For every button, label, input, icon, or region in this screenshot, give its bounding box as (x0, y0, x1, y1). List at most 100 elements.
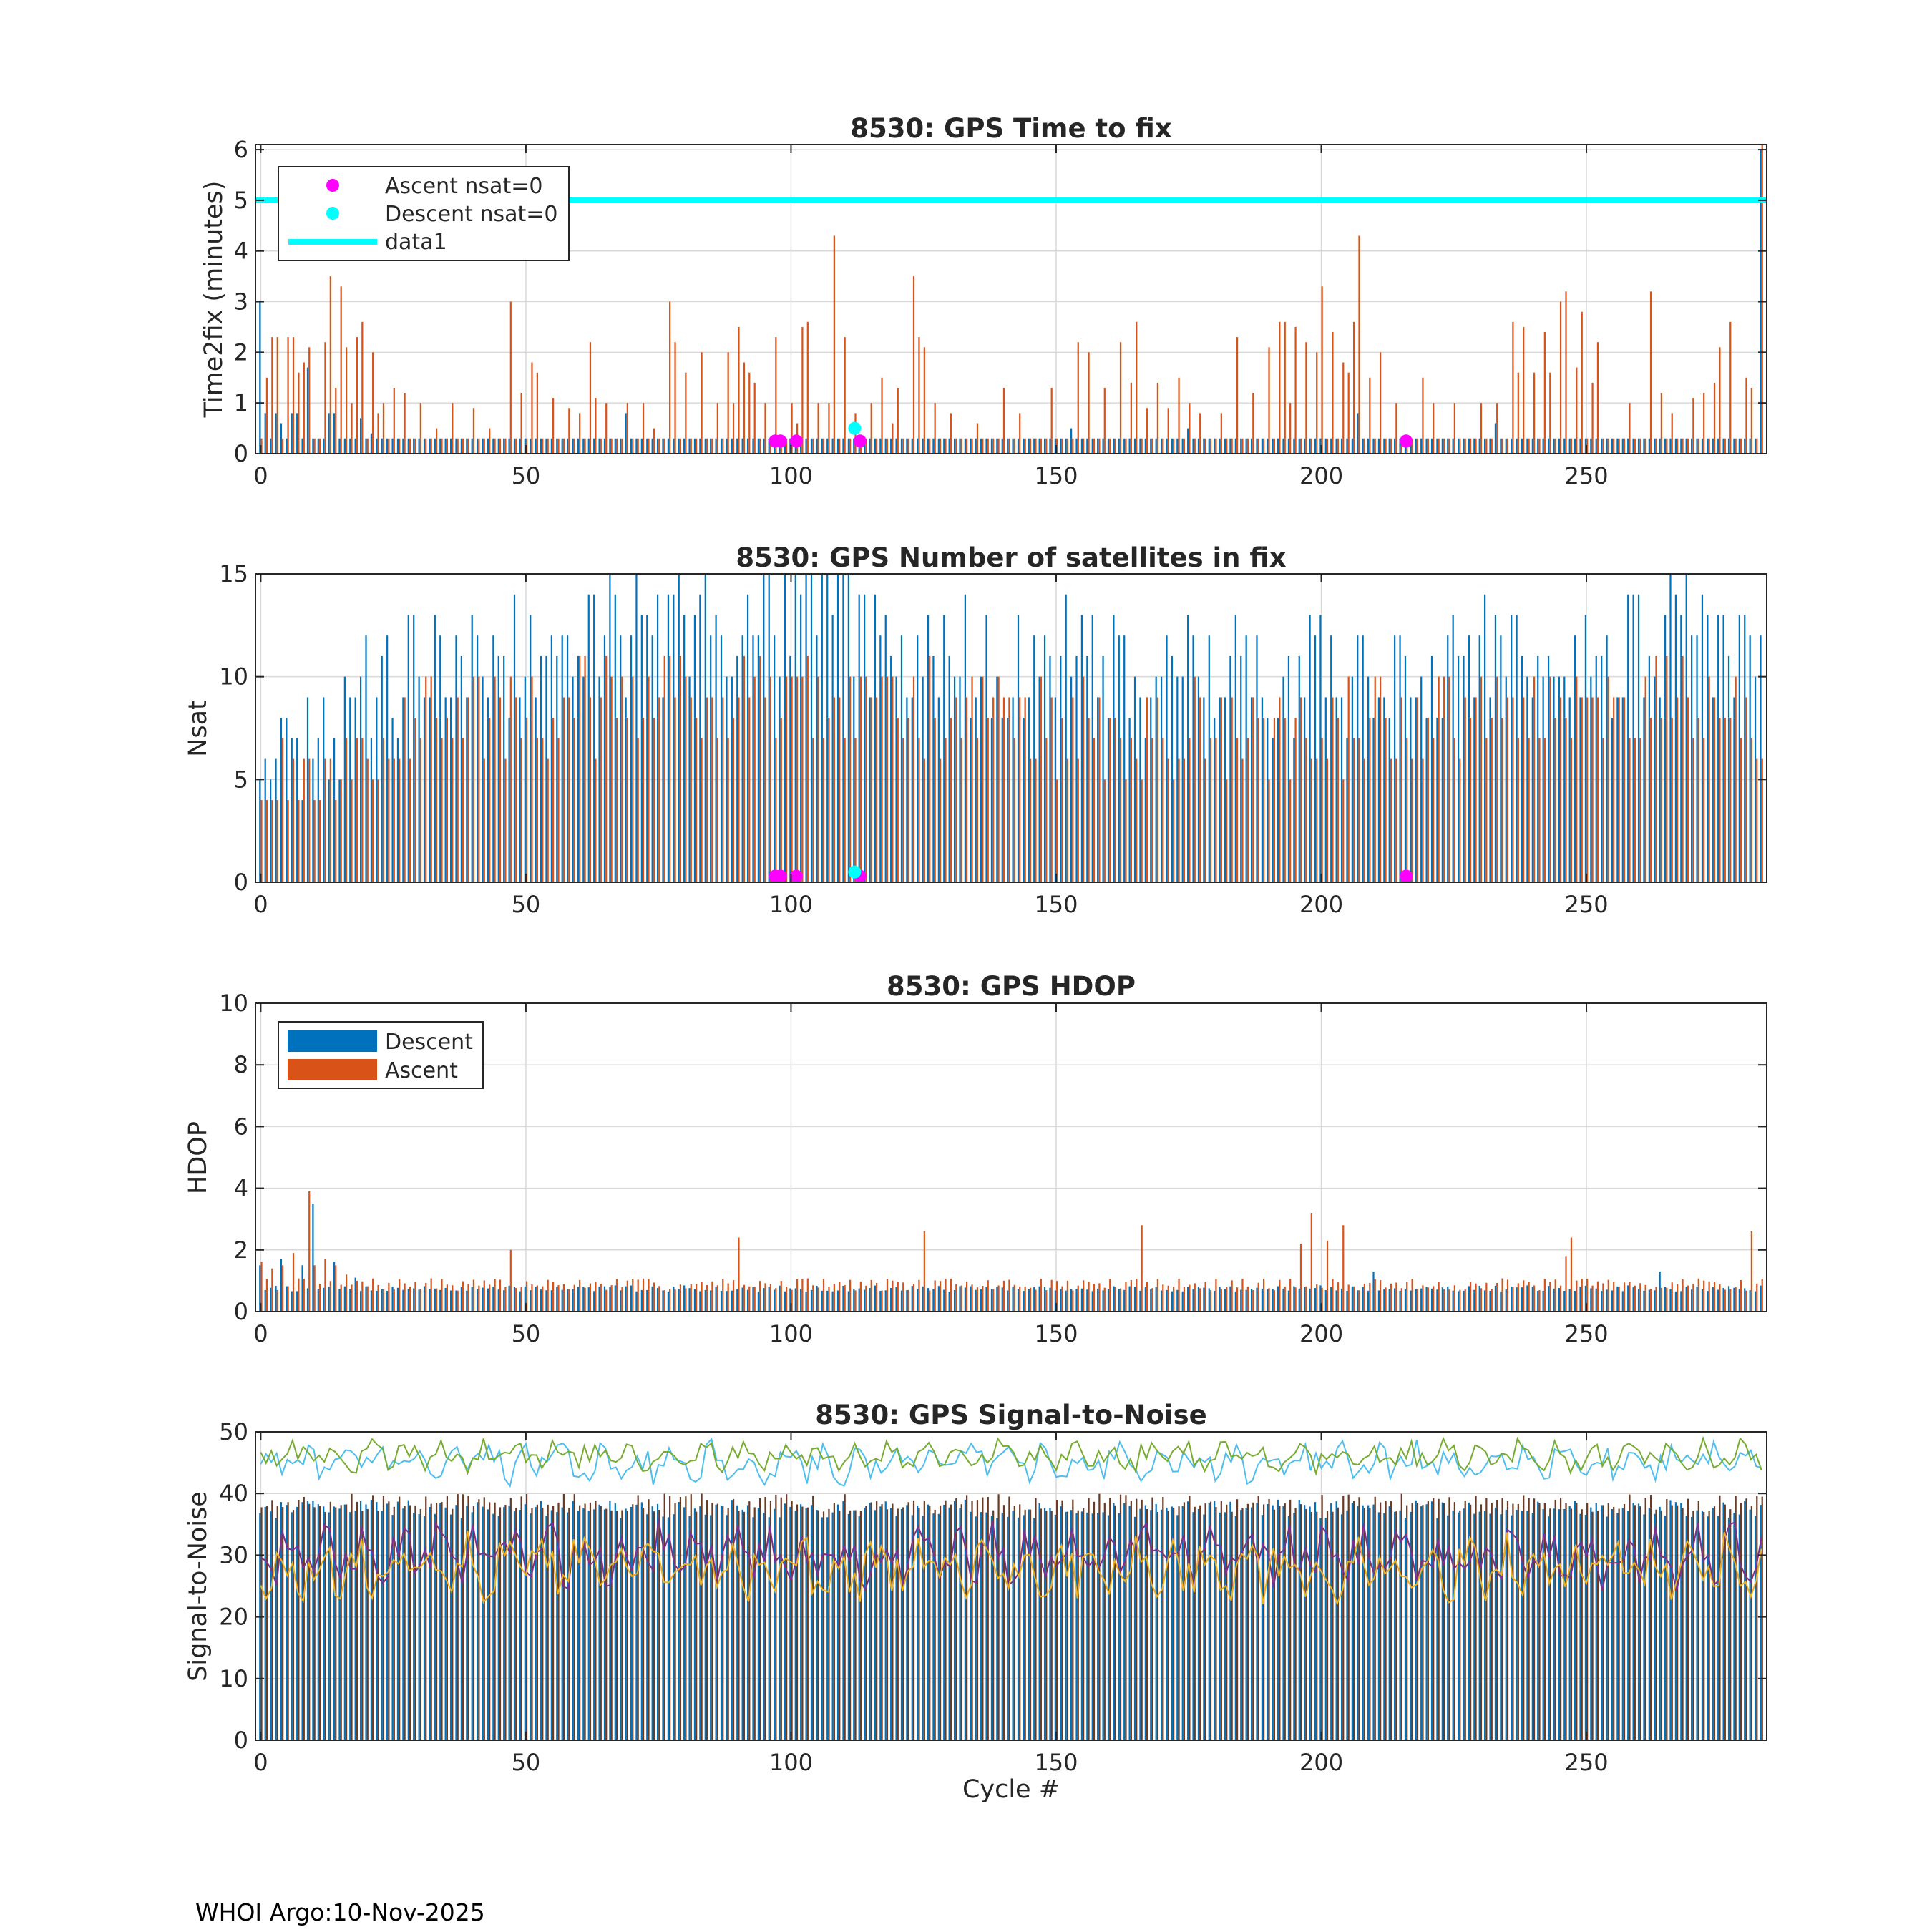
hdop-ascent-bar (1576, 1280, 1578, 1312)
nsat-ascent-bar (1194, 676, 1196, 882)
snr-ascent-bar (1316, 1511, 1318, 1740)
ttf-descent-bar (900, 438, 903, 454)
snr-descent-bar (1489, 1513, 1491, 1740)
nsat-ascent-bar (1756, 758, 1758, 882)
hdop-ascent-bar (669, 1289, 671, 1312)
ttf-legend-descent-label: Descent nsat=0 (385, 202, 557, 227)
hdop-descent-bar (1500, 1291, 1502, 1312)
hdop-ascent-bar (1740, 1280, 1742, 1312)
snr-ascent-bar (748, 1501, 751, 1740)
nsat-descent-bar (620, 635, 622, 882)
ttf-ascent-bar (1252, 393, 1254, 454)
nsat-descent-bar (1404, 655, 1407, 882)
snr-ascent-bar (817, 1510, 819, 1740)
hdop-descent-bar (1007, 1290, 1009, 1312)
snr-descent-bar (990, 1516, 993, 1740)
ttf-descent-bar (768, 438, 770, 454)
hdop-descent-bar (306, 1288, 309, 1312)
snr-ascent-bar (881, 1504, 883, 1740)
snr-ascent-bar (1162, 1496, 1164, 1740)
nsat-ascent-bar (361, 738, 364, 882)
hdop-ascent-bar (648, 1279, 650, 1312)
hdop-descent-bar (1377, 1290, 1380, 1312)
snr-ascent-bar (382, 1496, 385, 1740)
snr-ascent-bar (287, 1502, 289, 1740)
x-tick-label: 250 (1565, 462, 1609, 489)
snr-descent-bar (1049, 1508, 1051, 1740)
nsat-ascent-bar (1369, 718, 1371, 882)
hdop-ascent-bar (1724, 1289, 1726, 1312)
snr-descent-bar (884, 1501, 887, 1740)
hdop-ascent-bar (1385, 1287, 1387, 1312)
hdop-ascent-bar (822, 1279, 825, 1312)
hdop-descent-bar (1383, 1289, 1385, 1312)
nsat-ascent-bar (870, 697, 872, 882)
snr-ascent-bar (1268, 1498, 1270, 1740)
snr-descent-bar (640, 1502, 643, 1740)
snr-ascent-bar (547, 1504, 549, 1740)
snr-descent-bar (693, 1508, 696, 1740)
snr-descent-bar (1197, 1508, 1200, 1740)
snr-descent-bar (731, 1500, 733, 1740)
nsat-descent-bar (1298, 655, 1300, 882)
ttf-ascent-bar (690, 438, 692, 454)
hdop-ascent-bar (419, 1288, 421, 1312)
hdop-descent-bar (1664, 1287, 1667, 1312)
hdop-descent-bar (1436, 1289, 1438, 1312)
nsat-ascent-bar (1241, 758, 1244, 882)
hdop-descent-bar (688, 1288, 691, 1312)
snr-ylabel: Signal-to-Noise (184, 1491, 213, 1682)
snr-ascent-bar (1565, 1503, 1567, 1740)
nsat-descent-bar (1744, 615, 1746, 882)
snr-descent-bar (1531, 1513, 1533, 1740)
nsat-ascent-bar (382, 738, 385, 882)
ttf-ascent-bar (1523, 326, 1525, 454)
nsat-descent-bar (1049, 655, 1051, 882)
ttf-ascent-bar (1289, 403, 1292, 454)
snr-ascent-bar (722, 1506, 724, 1740)
hdop-descent-bar (1139, 1290, 1141, 1312)
snr-ascent-bar (1491, 1502, 1493, 1740)
ttf-ascent-bar (1703, 393, 1705, 454)
ttf-descent-bar (1505, 438, 1507, 454)
ttf-descent-bar (1452, 438, 1454, 454)
ttf-ascent-bar (1352, 321, 1355, 454)
ttf-ascent-bar (1756, 438, 1758, 454)
ttf-descent-bar (1669, 438, 1672, 454)
nsat-descent-bar (1674, 594, 1677, 882)
hdop-ascent-bar (1035, 1289, 1037, 1312)
hdop-descent-bar (1441, 1287, 1443, 1312)
ttf-ascent-bar (1358, 235, 1360, 454)
snr-descent-bar (1430, 1501, 1433, 1740)
nsat-descent-bar (1441, 718, 1443, 882)
snr-ascent-bar (1671, 1505, 1673, 1740)
nsat-ascent-bar (1644, 676, 1646, 882)
ttf-descent-bar (1478, 438, 1480, 454)
ttf-ascent-bar (1342, 362, 1345, 454)
nsat-descent-bar (1478, 635, 1480, 882)
hdop-descent-bar (1113, 1286, 1115, 1312)
hdop-ascent-bar (934, 1280, 936, 1312)
snr-descent-bar (768, 1517, 770, 1740)
nsat-descent-bar (508, 718, 510, 882)
snr-ascent-bar (1029, 1509, 1032, 1740)
snr-ascent-bar (600, 1506, 602, 1740)
hdop-ascent-bar (265, 1279, 268, 1312)
nsat-descent-bar (1685, 574, 1687, 882)
ttf-descent-bar (1637, 438, 1640, 454)
ttf-ascent-bar (1517, 372, 1519, 454)
ttf-ascent-bar (817, 403, 819, 454)
nsat-ascent-bar (1141, 779, 1143, 882)
hdop-descent-bar (1648, 1289, 1650, 1312)
snr-descent-bar (1659, 1506, 1661, 1740)
nsat-ascent-bar (260, 800, 263, 882)
ttf-descent-bar (550, 438, 552, 454)
snr-descent-bar (948, 1507, 950, 1740)
ttf-ascent-bar (976, 423, 979, 454)
snr-descent-bar (1643, 1514, 1645, 1740)
nsat-descent-bar (1208, 635, 1210, 882)
snr-descent-bar (858, 1516, 860, 1740)
ttf-ascent-bar (1363, 438, 1366, 454)
snr-ascent-bar (1470, 1504, 1472, 1740)
snr-ascent-bar (1226, 1504, 1228, 1740)
